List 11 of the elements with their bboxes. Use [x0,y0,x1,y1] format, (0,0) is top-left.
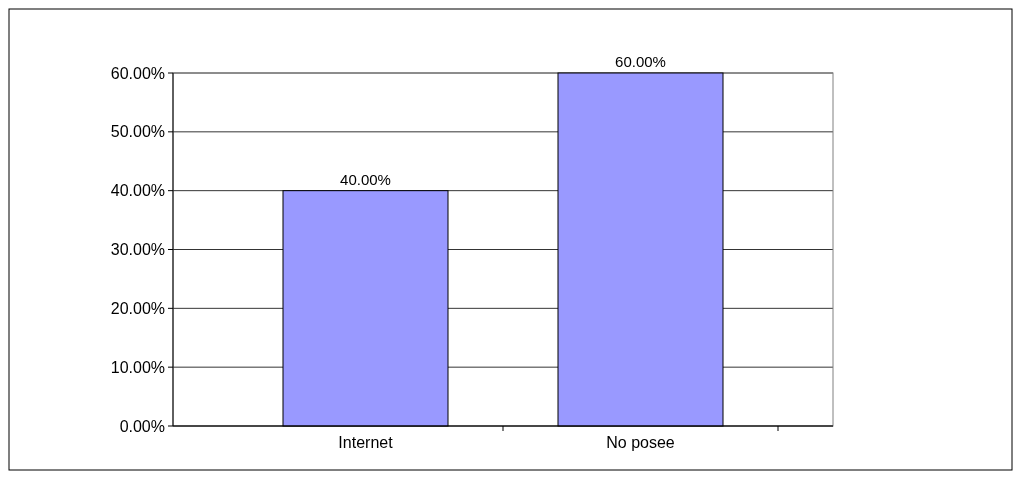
y-tick-label: 50.00% [110,123,165,141]
x-tick-label: Internet [338,434,394,451]
data-label: 40.00% [340,170,391,188]
y-tick-label: 40.00% [110,182,165,200]
y-tick-label: 60.00% [110,64,165,82]
y-tick-label: 20.00% [110,299,165,317]
y-tick-label: 30.00% [110,241,165,259]
y-tick-label: 0.00% [119,417,165,435]
data-label: 60.00% [615,53,666,70]
y-tick-label: 10.00% [110,358,165,376]
x-tick-label: No posee [606,434,675,451]
